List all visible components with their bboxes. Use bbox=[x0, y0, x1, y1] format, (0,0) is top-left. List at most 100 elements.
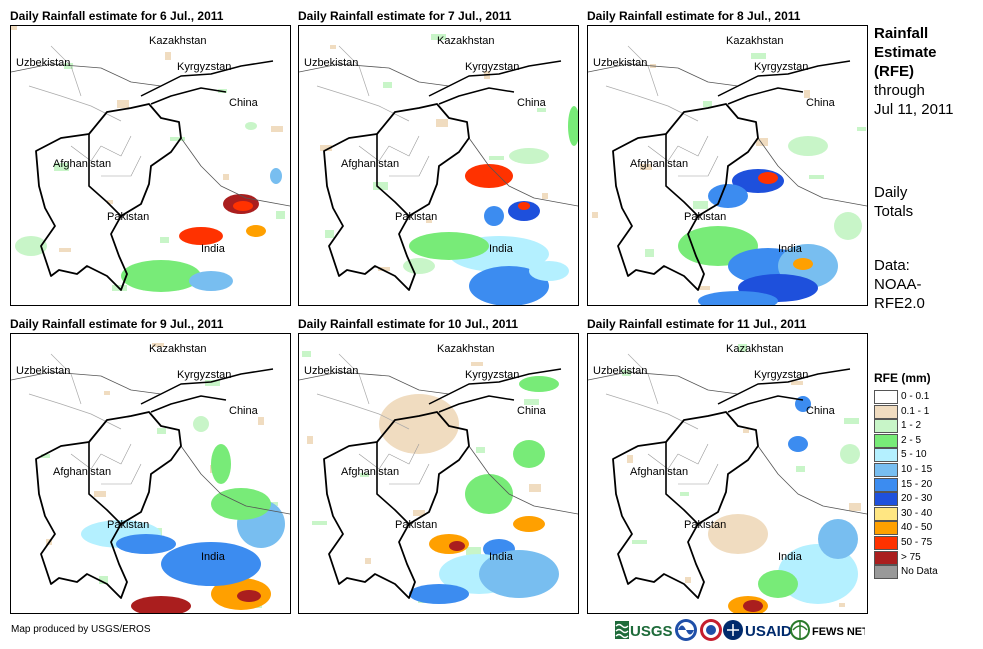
legend-swatch bbox=[874, 565, 898, 580]
rain-cell bbox=[233, 201, 253, 211]
rain-cell bbox=[568, 106, 578, 146]
data-source-line-1: NOAA- bbox=[874, 276, 922, 293]
sidebar-title: Rainfall Estimate (RFE) through Jul 11, … bbox=[874, 24, 954, 119]
light-rain-patch bbox=[489, 156, 504, 160]
light-rain-patch bbox=[476, 447, 485, 453]
country-label-kazakhstan: Kazakhstan bbox=[726, 35, 783, 47]
light-rain-patch bbox=[54, 163, 69, 171]
afghanistan-pakistan-border bbox=[665, 134, 699, 217]
rain-cell bbox=[758, 570, 798, 598]
country-label-kazakhstan: Kazakhstan bbox=[726, 343, 783, 355]
light-rain-patch bbox=[743, 429, 749, 433]
country-label-china: China bbox=[517, 405, 547, 417]
country-label-india: India bbox=[778, 551, 803, 563]
district-lines bbox=[358, 443, 430, 485]
rain-cell bbox=[270, 168, 282, 184]
light-rain-patch bbox=[365, 558, 371, 564]
legend-label: No Data bbox=[901, 566, 938, 578]
map-canvas: Kazakhstan Uzbekistan Kyrgyzstan China Afgha… bbox=[299, 343, 578, 604]
legend-swatch bbox=[874, 404, 898, 419]
afghanistan-pakistan-outline bbox=[612, 411, 759, 599]
kazakhstan-border bbox=[11, 63, 162, 87]
country-label-uzbekistan: Uzbekistan bbox=[304, 57, 358, 69]
rain-cell bbox=[193, 416, 209, 432]
rain-cell bbox=[449, 541, 465, 551]
rain-cell bbox=[246, 225, 266, 237]
legend-swatch bbox=[874, 463, 898, 477]
rain-cell bbox=[834, 212, 862, 240]
legend-swatch bbox=[874, 390, 898, 404]
rain-cell bbox=[131, 596, 191, 613]
light-rain-patch bbox=[703, 101, 712, 107]
rain-cell bbox=[513, 440, 545, 468]
legend-label: > 75 bbox=[901, 551, 921, 563]
country-label-kyrgyzstan: Kyrgyzstan bbox=[177, 369, 231, 381]
rainfall-map-3: Kazakhstan Uzbekistan Kyrgyzstan China Afgha… bbox=[587, 25, 868, 306]
legend-swatch bbox=[874, 536, 898, 550]
country-label-india: India bbox=[489, 551, 514, 563]
country-label-afghanistan: Afghanistan bbox=[341, 158, 399, 170]
afghanistan-pakistan-outline bbox=[612, 103, 759, 291]
country-label-kyrgyzstan: Kyrgyzstan bbox=[754, 61, 808, 73]
district-lines bbox=[70, 443, 142, 485]
light-rain-patch bbox=[857, 127, 866, 131]
legend-label: 50 - 75 bbox=[901, 537, 933, 548]
light-rain-patch bbox=[426, 219, 432, 223]
rain-cell bbox=[484, 206, 504, 226]
light-rain-patch bbox=[383, 82, 392, 88]
light-rain-patch bbox=[640, 164, 652, 170]
light-rain-patch bbox=[809, 175, 824, 179]
map-canvas: Kazakhstan Uzbekistan Kyrgyzstan China Afgha… bbox=[588, 343, 867, 613]
afghanistan-pakistan-border bbox=[376, 134, 410, 217]
light-rain-patch bbox=[592, 212, 598, 218]
rain-cell bbox=[508, 201, 540, 221]
light-rain-patch bbox=[59, 248, 71, 252]
country-label-pakistan: Pakistan bbox=[684, 211, 726, 223]
light-rain-patch bbox=[378, 267, 390, 271]
legend-label: 15 - 20 bbox=[901, 478, 933, 490]
china-border bbox=[140, 368, 274, 413]
panel-title-2: Daily Rainfall estimate for 7 Jul., 2011 bbox=[298, 9, 512, 23]
rain-cell bbox=[788, 136, 828, 156]
light-rain-patch bbox=[471, 362, 483, 366]
india-border bbox=[757, 137, 867, 207]
panel-title-1: Daily Rainfall estimate for 6 Jul., 2011 bbox=[10, 9, 224, 23]
light-rain-patch bbox=[258, 417, 264, 425]
legend-label: 30 - 40 bbox=[901, 507, 933, 519]
light-rain-patch bbox=[622, 370, 631, 376]
through-date: Jul 11, 2011 bbox=[874, 101, 954, 118]
rain-cell bbox=[469, 266, 549, 305]
legend-label: 0 - 0.1 bbox=[901, 391, 930, 402]
country-label-china: China bbox=[806, 97, 836, 109]
light-rain-patch bbox=[627, 455, 633, 463]
afghanistan-pakistan-border bbox=[88, 442, 122, 525]
panel-title-5: Daily Rainfall estimate for 10 Jul., 201… bbox=[298, 317, 519, 331]
district-lines bbox=[358, 135, 430, 177]
country-label-china: China bbox=[806, 405, 836, 417]
afghanistan-pakistan-outline bbox=[35, 103, 182, 291]
country-label-uzbekistan: Uzbekistan bbox=[593, 365, 647, 377]
rain-cell bbox=[708, 514, 768, 554]
light-rain-patch bbox=[223, 174, 229, 180]
data-source-line-2: RFE2.0 bbox=[874, 295, 925, 312]
light-rain-patch bbox=[839, 603, 845, 607]
light-rain-patch bbox=[693, 201, 708, 209]
country-label-pakistan: Pakistan bbox=[107, 519, 149, 531]
light-rain-patch bbox=[373, 182, 388, 190]
rain-cell bbox=[788, 436, 808, 452]
light-rain-patch bbox=[685, 577, 691, 583]
country-label-afghanistan: Afghanistan bbox=[53, 158, 111, 170]
light-rain-patch bbox=[205, 380, 220, 386]
afghanistan-pakistan-border bbox=[88, 134, 122, 217]
china-border bbox=[717, 368, 851, 413]
light-rain-patch bbox=[632, 540, 647, 544]
rain-cell bbox=[189, 271, 233, 291]
district-lines bbox=[647, 135, 719, 177]
rain-cell bbox=[179, 227, 223, 245]
rain-cell bbox=[403, 258, 435, 274]
map-credit: Map produced by USGS/EROS bbox=[11, 624, 151, 635]
noaa-logo bbox=[675, 619, 697, 641]
data-source: Data: NOAA- RFE2.0 bbox=[874, 256, 925, 313]
country-label-china: China bbox=[229, 97, 259, 109]
rain-cell bbox=[840, 444, 860, 464]
